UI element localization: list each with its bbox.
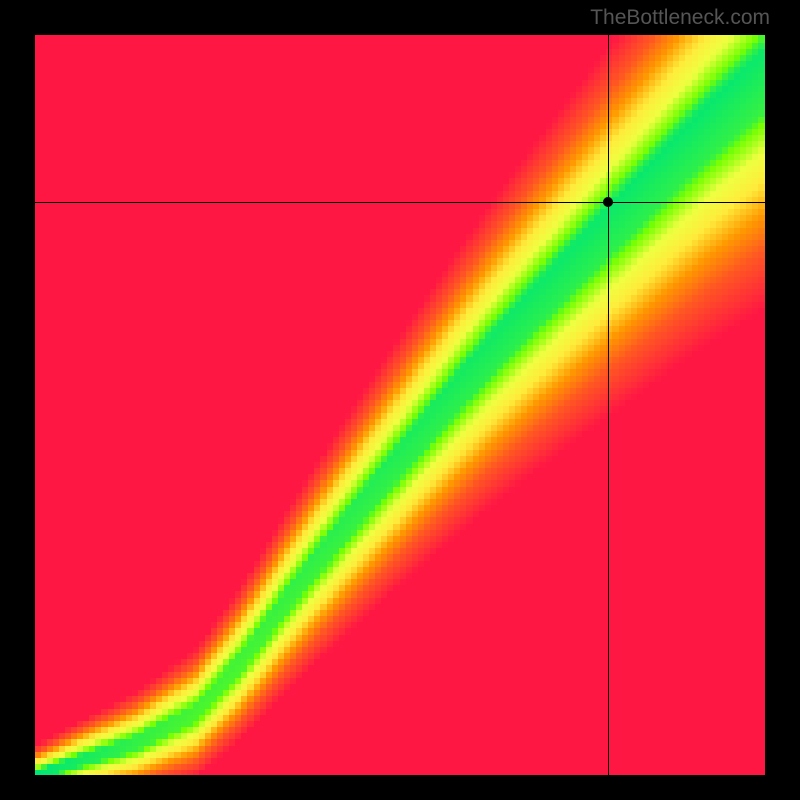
marker-dot: [603, 197, 613, 207]
watermark-text: TheBottleneck.com: [590, 6, 770, 30]
heatmap-plot-area: [35, 35, 765, 775]
crosshair-horizontal: [35, 202, 765, 203]
crosshair-vertical: [608, 35, 609, 775]
heatmap-canvas: [35, 35, 765, 775]
